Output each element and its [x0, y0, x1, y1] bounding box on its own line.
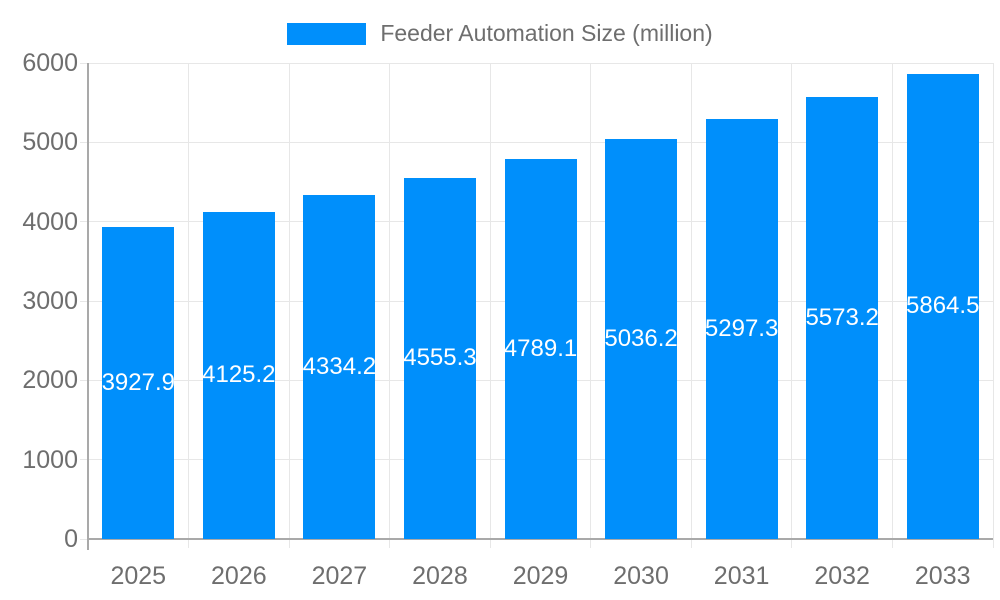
bar-2028[interactable]: [403, 177, 476, 539]
x-axis-tick: [288, 539, 290, 548]
x-axis-tick: [590, 539, 592, 548]
bar-value-label: 4125.2: [202, 361, 276, 389]
y-tick-label: 2000: [22, 366, 78, 395]
bar-2032[interactable]: [806, 96, 879, 539]
y-tick-label: 4000: [22, 207, 78, 236]
x-axis-tick: [992, 539, 994, 548]
x-axis-tick: [791, 539, 793, 548]
bar-value-label: 4789.1: [503, 335, 578, 363]
legend-swatch-icon: [287, 22, 367, 45]
x-gridline: [590, 63, 592, 539]
bar-value-label: 5573.2: [805, 303, 879, 331]
x-axis-tick: [489, 539, 491, 548]
y-tick-label: 6000: [22, 49, 78, 77]
y-axis-tick: [80, 379, 88, 381]
x-axis-tick: [188, 539, 190, 548]
bar-value-label: 4555.3: [403, 344, 477, 372]
y-axis-tick: [80, 221, 88, 223]
bar-2025[interactable]: [102, 227, 175, 539]
x-tick-label: 2032: [814, 562, 870, 590]
bar-2031[interactable]: [705, 118, 778, 539]
x-tick-label: 2033: [914, 562, 971, 590]
x-axis-tick: [891, 539, 893, 548]
y-tick-label: 1000: [22, 445, 78, 474]
y-axis-tick: [80, 538, 88, 540]
x-axis-tick: [690, 539, 692, 548]
bar-value-label: 3927.9: [101, 369, 175, 397]
x-tick-label: 2031: [713, 562, 770, 590]
y-axis-tick: [80, 300, 88, 302]
bar-value-label: 5036.2: [604, 325, 678, 353]
x-gridline: [389, 63, 391, 539]
x-axis-line: [88, 538, 993, 540]
x-gridline: [891, 63, 893, 539]
x-tick-label: 2026: [211, 562, 267, 590]
bar-2027[interactable]: [303, 195, 376, 539]
bar-2029[interactable]: [504, 159, 577, 539]
bar-value-label: 4334.2: [302, 353, 377, 381]
x-gridline: [188, 63, 190, 539]
x-gridline: [791, 63, 793, 539]
x-gridline: [489, 63, 491, 539]
y-gridline: [88, 62, 993, 64]
y-axis-tick: [80, 141, 88, 143]
x-gridline: [992, 63, 994, 539]
bar-2030[interactable]: [605, 139, 678, 539]
x-gridline: [690, 63, 692, 539]
x-tick-label: 2028: [412, 562, 468, 590]
x-gridline: [288, 63, 290, 539]
bar-2033[interactable]: [906, 73, 979, 539]
x-axis-tick: [389, 539, 391, 548]
y-tick-label: 3000: [22, 287, 78, 315]
legend-label: Feeder Automation Size (million): [380, 20, 713, 46]
y-gridline: [88, 141, 993, 143]
x-tick-label: 2030: [613, 562, 669, 590]
bar-value-label: 5864.5: [906, 292, 980, 320]
x-tick-label: 2025: [110, 562, 167, 590]
y-axis-tick: [80, 459, 88, 461]
x-tick-label: 2029: [512, 562, 569, 590]
bar-value-label: 5297.3: [704, 314, 779, 342]
bar-2026[interactable]: [202, 211, 275, 539]
y-tick-label: 5000: [22, 128, 78, 157]
y-axis-tick: [80, 62, 88, 64]
y-axis-line: [87, 63, 89, 550]
y-tick-label: 0: [64, 525, 78, 553]
x-tick-label: 2027: [311, 562, 368, 590]
chart-legend[interactable]: Feeder Automation Size (million): [0, 20, 1000, 47]
